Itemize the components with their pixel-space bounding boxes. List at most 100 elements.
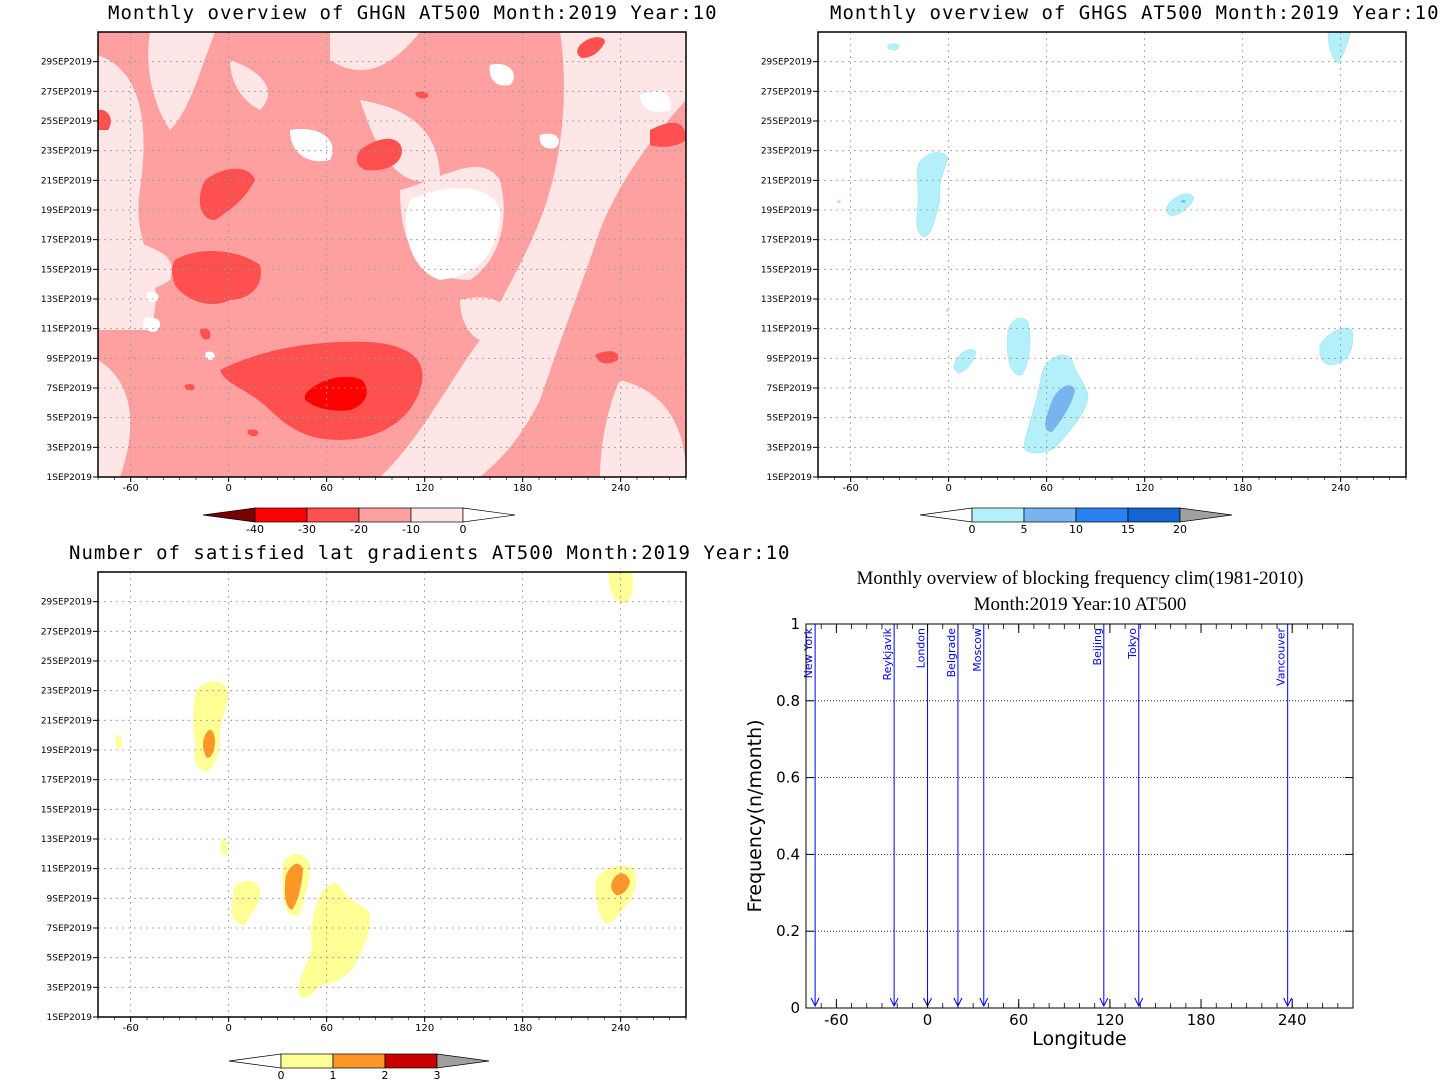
y-tick-label: 3SEP2019 [47, 983, 93, 993]
city-marker: Beijing [1091, 624, 1109, 1008]
y-tick-label: 7SEP2019 [767, 384, 813, 394]
colorbar-label: 0 [278, 1069, 285, 1082]
y-tick-label: 17SEP2019 [41, 236, 92, 246]
y-tick-label: 13SEP2019 [41, 835, 92, 845]
y-tick-label: 15SEP2019 [41, 805, 92, 815]
y-tick-label: 1 [790, 615, 800, 633]
y-tick-label: 27SEP2019 [41, 627, 92, 637]
y-tick-label: 5SEP2019 [47, 954, 93, 964]
colorbar-box [384, 1053, 438, 1069]
x-tick-label: 180 [1187, 1011, 1216, 1029]
colorbar-box [410, 507, 464, 523]
y-tick-label: 29SEP2019 [41, 58, 92, 68]
y-tick-label: 19SEP2019 [41, 746, 92, 756]
colorbar-label: 15 [1121, 523, 1135, 536]
y-tick-label: 23SEP2019 [41, 687, 92, 697]
colorbar-label: 2 [382, 1069, 389, 1082]
y-tick-label: 0.8 [776, 692, 800, 710]
panel-ghgs: Monthly overview of GHGS AT500 Month:201… [720, 0, 1440, 540]
x-tick-label: 60 [1040, 483, 1053, 494]
city-marker: Vancouver [1275, 624, 1293, 1008]
x-tick-label: 0 [945, 483, 951, 494]
colorbar-box [332, 1053, 386, 1069]
y-tick-label: 11SEP2019 [761, 325, 812, 335]
colorbar-high-tip [462, 507, 516, 523]
x-tick-label: 180 [1233, 483, 1252, 494]
colorbar-ghgs: 0 5 10 15 20 [919, 507, 1233, 536]
x-tick-label: 120 [415, 1023, 434, 1034]
chart-title-blocking-line1: Monthly overview of blocking frequency c… [856, 568, 1304, 589]
colorbar-low-tip [919, 507, 973, 523]
colorbar-box [358, 507, 412, 523]
colorbar-box [254, 507, 308, 523]
heatmap-ghgn: -60 0 60 120 180 240 1SEP2019 3SEP2019 5SEP2019 7… [41, 31, 687, 536]
y-tick-label: 21SEP2019 [41, 176, 92, 186]
city-marker-arrow [889, 997, 899, 1008]
colorbar-low-tip [228, 1053, 282, 1069]
ghgs-contours [836, 32, 1354, 454]
city-marker-label: Belgrade [945, 628, 958, 678]
colorbar-box [1075, 507, 1129, 523]
y-tick-label: 5SEP2019 [767, 414, 813, 424]
city-marker-arrow [1099, 997, 1109, 1008]
y-tick-label: 15SEP2019 [41, 265, 92, 275]
y-tick-label: 0 [790, 999, 800, 1017]
panel-blocking-frequency: Monthly overview of blocking frequency c… [720, 540, 1440, 1091]
city-marker-label: Vancouver [1275, 628, 1288, 686]
colorbar-label: 10 [1069, 523, 1083, 536]
city-marker: London [915, 624, 933, 1008]
ghgn-contours [98, 32, 686, 477]
y-axis-label: Frequency(n/month) [744, 719, 766, 912]
colorbar-label: -20 [350, 523, 368, 536]
x-tick-label: -60 [824, 1011, 849, 1029]
x-tick-label: -60 [122, 1023, 138, 1034]
city-marker-arrow [979, 997, 989, 1008]
y-tick-label: 17SEP2019 [41, 776, 92, 786]
y-tick-label: 11SEP2019 [41, 325, 92, 335]
y-tick-label: 5SEP2019 [47, 414, 93, 424]
colorbar-high-tip [436, 1053, 490, 1069]
y-tick-label: 25SEP2019 [41, 117, 92, 127]
y-tick-label: 3SEP2019 [767, 443, 813, 453]
panel-ghgn: Monthly overview of GHGN AT500 Month:201… [0, 0, 720, 540]
x-tick-label: 60 [320, 1023, 333, 1034]
y-tick-label: 9SEP2019 [47, 354, 93, 364]
colorbar-label: 5 [1021, 523, 1028, 536]
colorbar-low-tip [202, 507, 256, 523]
city-marker-label: Beijing [1091, 628, 1104, 665]
city-marker-arrow [1134, 997, 1144, 1008]
city-marker-label: New York [802, 627, 815, 678]
colorbar-ghgn: -40 -30 -20 -10 0 [202, 507, 516, 536]
y-tick-label: 19SEP2019 [761, 206, 812, 216]
colorbar-box [971, 507, 1025, 523]
colorbar-label: -40 [246, 523, 264, 536]
colorbar-box [306, 507, 360, 523]
colorbar-label: 1 [330, 1069, 337, 1082]
x-tick-label: -60 [122, 483, 138, 494]
y-tick-label: 11SEP2019 [41, 865, 92, 875]
x-tick-label: 240 [1278, 1011, 1307, 1029]
y-tick-label: 7SEP2019 [47, 384, 93, 394]
y-tick-label: 23SEP2019 [761, 147, 812, 157]
chart-title-lat-gradients: Number of satisfied lat gradients AT500 … [69, 542, 791, 564]
y-tick-label: 27SEP2019 [761, 87, 812, 97]
panel-lat-gradients: Number of satisfied lat gradients AT500 … [0, 540, 790, 1091]
city-marker-label: Moscow [971, 628, 984, 672]
x-tick-label: -60 [842, 483, 858, 494]
y-tick-label: 7SEP2019 [47, 924, 93, 934]
colorbar-label: 0 [460, 523, 467, 536]
chart-title-blocking-line2: Month:2019 Year:10 AT500 [973, 594, 1187, 615]
y-tick-label: 1SEP2019 [47, 1013, 93, 1023]
x-tick-label: 240 [611, 1023, 630, 1034]
x-axis-label: Longitude [1032, 1028, 1127, 1050]
colorbar-label: -30 [298, 523, 316, 536]
x-tick-label: 120 [415, 483, 434, 494]
y-tick-label: 21SEP2019 [761, 176, 812, 186]
y-tick-label: 13SEP2019 [41, 295, 92, 305]
city-marker: Belgrade [945, 624, 963, 1008]
x-tick-label: 0 [225, 1023, 231, 1034]
y-tick-label: 25SEP2019 [761, 117, 812, 127]
city-marker-arrow [1283, 997, 1293, 1008]
x-tick-label: 120 [1135, 483, 1154, 494]
y-tick-label: 19SEP2019 [41, 206, 92, 216]
